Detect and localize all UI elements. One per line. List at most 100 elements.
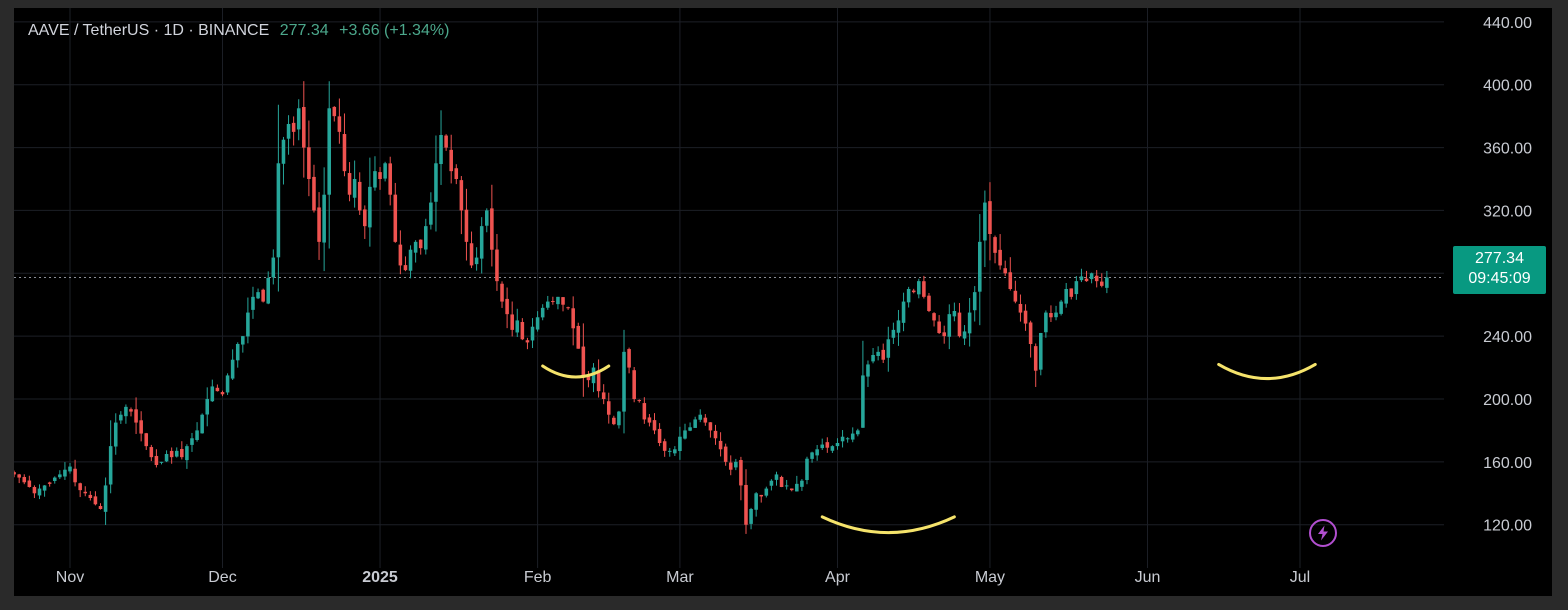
candle-body [73, 468, 77, 483]
candle-body [444, 135, 448, 148]
candle-body [667, 450, 672, 452]
candle-body [307, 147, 311, 179]
candle-body [449, 149, 453, 172]
candle-body [713, 430, 718, 439]
candle-body [749, 509, 753, 524]
candle-body [932, 313, 936, 321]
candle-body [363, 209, 367, 227]
candle-body [378, 172, 382, 179]
y-tick-label: 320.00 [1483, 203, 1532, 220]
symbol-legend: AAVE / TetherUS · 1D · BINANCE 277.34 +3… [28, 22, 449, 40]
price-axis[interactable]: 120.00 160.00 200.00 240.00 320.00 360.00 400.… [1483, 15, 1532, 535]
candle-body [276, 163, 281, 258]
candle-body [576, 325, 581, 349]
candle-body [1099, 281, 1104, 286]
candle-body [220, 392, 225, 395]
candle-body [891, 329, 896, 338]
candle-body [530, 326, 535, 341]
candle-body [119, 414, 123, 421]
candle-body [1039, 333, 1043, 370]
candle-body [673, 449, 677, 454]
candle-body [88, 494, 93, 498]
candle-body [1094, 275, 1099, 282]
candle-body [368, 186, 372, 228]
candle-body [63, 469, 67, 477]
candle-body [774, 474, 779, 480]
candle-body [108, 446, 113, 485]
candle-body [922, 281, 926, 297]
candle-body [490, 208, 494, 250]
candle-body [484, 210, 489, 226]
candle-body [759, 494, 764, 497]
candle-body [881, 349, 886, 360]
candle-body [967, 312, 972, 334]
candle-body [947, 314, 952, 337]
candle-body [612, 417, 616, 425]
candle-body [683, 430, 687, 439]
candle-body [734, 461, 738, 468]
candle-body [398, 244, 403, 266]
x-tick-label: Apr [825, 569, 851, 586]
candle-body [98, 506, 103, 509]
candle-body [47, 482, 52, 484]
candle-body [845, 438, 850, 440]
candle-body [373, 171, 377, 188]
candle-body [856, 430, 860, 435]
candle-body [957, 312, 962, 337]
y-tick-label: 360.00 [1483, 141, 1532, 158]
price-chart[interactable]: 120.00 160.00 200.00 240.00 320.00 360.00 400.… [14, 8, 1552, 596]
candle-body [312, 176, 316, 211]
candle-body [764, 488, 769, 496]
candle-body [601, 392, 606, 399]
candle-body [779, 476, 784, 487]
candle-body [988, 201, 992, 234]
candle-body [825, 442, 830, 448]
chart-panel[interactable]: 120.00 160.00 200.00 240.00 320.00 360.00 400.… [14, 8, 1552, 596]
candle-body [190, 438, 194, 445]
candle-body [337, 116, 342, 132]
candle-body [642, 403, 647, 420]
x-tick-label: Feb [524, 569, 552, 586]
candle-body [1105, 277, 1109, 288]
candle-body [495, 249, 499, 282]
candle-body [810, 452, 814, 459]
candle-body [647, 417, 652, 423]
candle-body [1089, 273, 1094, 280]
candle-body [535, 317, 540, 330]
candle-body [169, 450, 174, 458]
candle-body [820, 444, 825, 449]
candle-body [388, 163, 392, 195]
candle-body [678, 436, 682, 452]
candle-body [1008, 272, 1013, 289]
lightning-icon[interactable] [1309, 519, 1337, 547]
candle-body [739, 460, 743, 486]
candle-body [586, 375, 591, 381]
candle-body [291, 122, 296, 132]
candle-body [139, 420, 143, 434]
time-axis[interactable]: Nov Dec 2025 Feb Mar Apr May Jun Jul [56, 569, 1310, 586]
candle-body [32, 487, 37, 494]
candle-body [754, 493, 758, 510]
y-tick-label: 160.00 [1483, 455, 1532, 472]
candle-body [27, 480, 32, 487]
candle-body [744, 484, 748, 525]
candle-body [200, 414, 204, 434]
candle-body [113, 422, 118, 447]
candle-body [42, 485, 47, 491]
candle-body [688, 427, 692, 431]
candle-body [149, 447, 154, 458]
candle-body [657, 428, 662, 443]
annotation-arc [820, 515, 956, 535]
annotations [541, 362, 1317, 535]
candle-body [469, 243, 474, 266]
candle-body [134, 409, 138, 423]
candle-body [637, 400, 642, 402]
candle-body [978, 241, 982, 292]
candle-body [632, 370, 636, 399]
x-tick-label: May [975, 569, 1005, 586]
candle-body [14, 472, 16, 475]
x-tick-label: Jul [1290, 569, 1310, 586]
y-tick-label: 240.00 [1483, 329, 1532, 346]
candle-body [703, 417, 708, 423]
candle-body [795, 483, 799, 492]
